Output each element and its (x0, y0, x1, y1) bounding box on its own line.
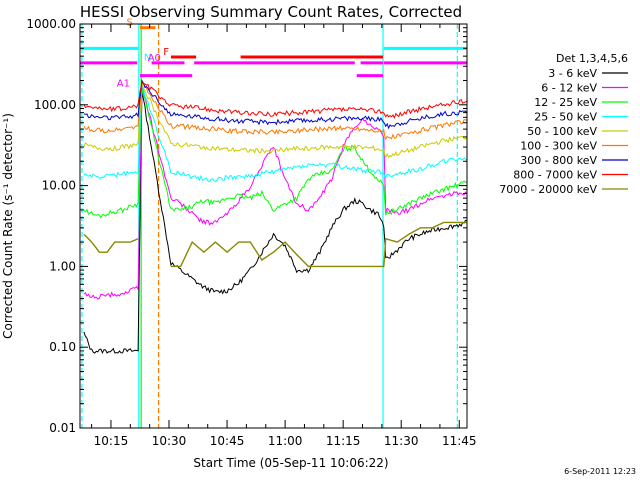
plot-frame (79, 23, 468, 429)
footer-timestamp: 6-Sep-2011 12:23 (564, 467, 636, 476)
y-tick-label: 100.00 (34, 98, 76, 112)
legend-label: 12 - 25 keV (534, 96, 597, 109)
series-line-8 (83, 81, 467, 119)
series-line-2 (83, 85, 467, 300)
y-tick-label: 0.01 (49, 421, 76, 435)
x-axis-label: Start Time (05-Sep-11 10:06:22) (193, 456, 388, 470)
legend-label: 6 - 12 keV (541, 82, 597, 95)
series-line-5 (83, 81, 467, 159)
attenuator-status-bars: S N FA0 A1 (80, 18, 467, 90)
legend-title: Det 1,3,4,5,6 (556, 52, 628, 65)
x-tick-label: 11:45 (442, 434, 477, 448)
x-tick-label: 11:15 (326, 434, 361, 448)
y-tick-label: 1.00 (49, 259, 76, 273)
series-group (83, 79, 467, 354)
series-line-6 (83, 82, 467, 141)
series-line-3 (83, 88, 467, 219)
x-tick-label: 10:30 (152, 434, 187, 448)
y-tick-label: 1000.00 (26, 17, 76, 31)
x-tick-label: 10:45 (210, 434, 245, 448)
y-axis-ticks: 0.01 0.10 1.00 10.00 100.00 1000.00 (26, 17, 467, 435)
y-axis-label: Corrected Count Rate (s⁻¹ detector⁻¹) (1, 113, 15, 339)
status-bar-label: A1 (117, 79, 130, 90)
legend-label: 3 - 6 keV (548, 67, 597, 80)
x-axis-ticks: 10:15 10:30 10:45 11:00 11:15 11:30 11:45 (91, 24, 477, 448)
series-line-9 (83, 221, 467, 268)
legend-label: 100 - 300 keV (520, 140, 597, 153)
status-bar-label: S (126, 18, 132, 29)
status-bar-label: N (144, 52, 151, 63)
x-tick-label: 11:30 (384, 434, 419, 448)
vertical-markers (81, 24, 458, 428)
chart-title: HESSI Observing Summary Count Rates, Cor… (80, 3, 462, 21)
legend-label: 7000 - 20000 keV (499, 183, 597, 196)
y-tick-label: 0.10 (49, 340, 76, 354)
status-bar-label: F (163, 47, 169, 58)
status-bar-label: A0 (148, 53, 161, 64)
x-tick-label: 10:15 (94, 434, 129, 448)
series-line-7 (83, 79, 467, 130)
series-line-4 (83, 84, 467, 183)
legend-label: 25 - 50 keV (534, 111, 597, 124)
y-tick-label: 10.00 (42, 179, 76, 193)
legend-label: 50 - 100 keV (527, 125, 597, 138)
series-line-1 (83, 91, 467, 354)
legend-label: 800 - 7000 keV (513, 169, 597, 182)
x-tick-label: 11:00 (268, 434, 303, 448)
legend-label: 300 - 800 keV (520, 154, 597, 167)
